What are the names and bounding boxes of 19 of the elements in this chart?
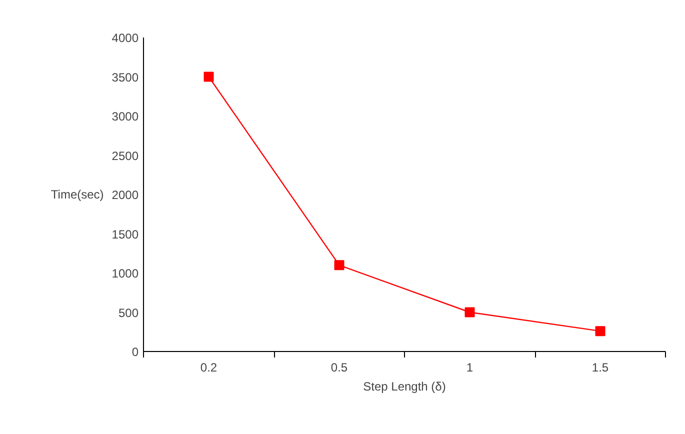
point: [464, 307, 475, 318]
x-tick-label: 0.5: [330, 360, 348, 374]
y-tick-label: 3000: [112, 110, 139, 124]
x-axis-title: Step Length (δ): [363, 380, 446, 394]
y-tick-label: 500: [118, 306, 139, 320]
y-tick-label: 2000: [112, 188, 139, 202]
y-tick-label: 0: [132, 345, 139, 359]
point: [204, 72, 214, 82]
point: [334, 260, 344, 270]
y-tick-label: 3500: [112, 70, 139, 84]
x-tick-label: 0.2: [200, 360, 218, 374]
x-tick-label: 1.5: [592, 360, 609, 374]
point: [595, 326, 606, 336]
x-tick-label: 1: [466, 360, 474, 374]
y-tick-label: 4000: [112, 31, 139, 45]
y-tick-label: 2500: [112, 148, 139, 163]
y-tick-label: 1500: [112, 227, 139, 242]
y-tick-label: 1000: [112, 266, 139, 280]
y-axis-title: Time(sec): [50, 188, 104, 202]
